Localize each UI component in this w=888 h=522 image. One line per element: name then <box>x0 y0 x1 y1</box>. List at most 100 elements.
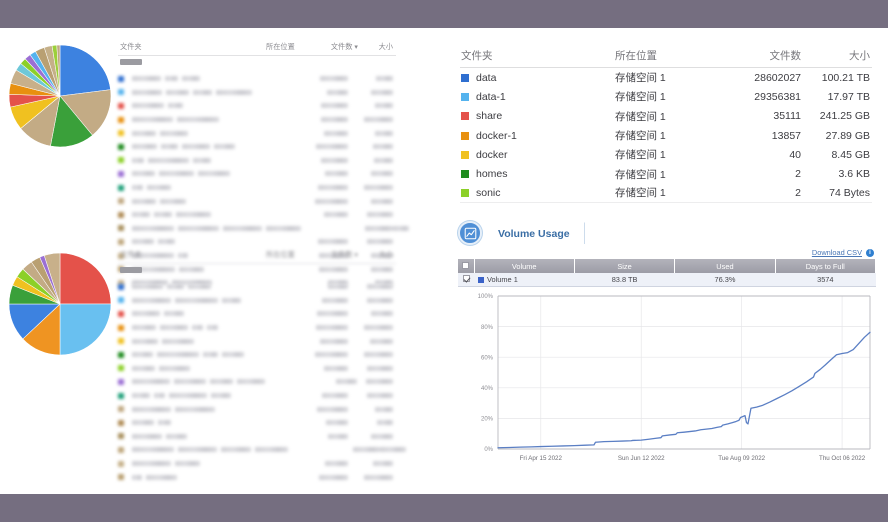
volume-row-size: 83.8 TB <box>574 273 675 287</box>
column-header-count[interactable]: 文件数 ▾ <box>330 41 358 51</box>
pie-slice[interactable] <box>59 89 112 136</box>
volume-row-days-to-full: 3574 <box>775 273 876 287</box>
select-all-checkbox[interactable] <box>462 261 470 269</box>
blurred-table-row[interactable] <box>118 140 396 154</box>
blurred-table-row[interactable] <box>118 167 396 181</box>
volume-usage-widget: Volume Usage Download CSV i Volume Size … <box>458 220 877 287</box>
tab-volume-usage[interactable]: Volume Usage <box>486 222 585 244</box>
folder-table-row[interactable]: homes 存储空间 1 2 3.6 KB <box>460 164 872 183</box>
blurred-table-row[interactable] <box>118 181 396 195</box>
blurred-row-size <box>348 393 396 399</box>
blurred-table-row[interactable] <box>118 362 396 376</box>
volume-col-header-size[interactable]: Size <box>574 259 676 273</box>
folder-table-row[interactable]: docker-1 存储空间 1 13857 27.89 GB <box>460 126 872 145</box>
blurred-row-size <box>348 117 396 123</box>
blurred-table-row[interactable] <box>118 235 396 249</box>
column-header-name[interactable]: 文件夹 <box>120 41 142 51</box>
volume-table-row[interactable]: Volume 1 83.8 TB 76.3% 3574 <box>458 273 876 287</box>
blurred-row-name <box>118 170 256 177</box>
row-color-swatch <box>118 433 124 440</box>
volume-row-select-cell[interactable] <box>458 273 474 287</box>
blurred-table-row[interactable] <box>118 126 396 140</box>
blurred-table-row[interactable] <box>118 321 396 335</box>
blurred-table-row[interactable] <box>118 99 396 113</box>
blurred-table-row[interactable] <box>118 154 396 168</box>
volume-select-all-header[interactable] <box>458 259 475 273</box>
folder-row-count: 28602027 <box>754 71 801 84</box>
blurred-row-size <box>348 198 396 204</box>
blurred-row-name <box>118 365 256 372</box>
folder-table-row[interactable]: share 存储空间 1 35111 241.25 GB <box>460 107 872 126</box>
blurred-table-row[interactable] <box>118 194 396 208</box>
x-axis-tick-label: Fri Apr 15 2022 <box>520 455 563 462</box>
window-chrome-bottom <box>0 494 888 522</box>
blurred-table-row[interactable] <box>118 470 396 484</box>
blurred-table-row[interactable] <box>118 208 396 222</box>
blurred-row-size <box>348 89 396 95</box>
blurred-table-row[interactable] <box>118 276 396 290</box>
column-header-count-2[interactable]: 文件数 ▾ <box>330 249 358 259</box>
folder-table-row[interactable]: data 存储空间 1 28602027 100.21 TB <box>460 68 872 87</box>
blurred-row-name <box>118 419 256 426</box>
blurred-row-count <box>308 89 348 95</box>
blurred-table-row[interactable] <box>118 389 396 403</box>
pie-slice[interactable] <box>56 44 61 97</box>
column-header-location-2[interactable]: 所在位置 <box>266 249 295 259</box>
blurred-table-row[interactable] <box>118 348 396 362</box>
folder-row-location: 存储空间 1 <box>615 130 666 143</box>
blurred-table-row[interactable] <box>118 222 409 236</box>
download-csv-link[interactable]: Download CSV <box>811 248 862 257</box>
blurred-table-row[interactable] <box>118 430 396 444</box>
column-header-name-2[interactable]: 文件夹 <box>120 249 142 259</box>
blurred-table-row[interactable] <box>118 280 396 294</box>
blurred-table-row[interactable] <box>118 416 396 430</box>
content-area: 文件夹 所在位置 文件数 ▾ 大小 文件夹 所在位置 文件数 ▾ 大小 <box>0 28 888 494</box>
volume-color-swatch <box>478 276 484 283</box>
blurred-row-count <box>308 157 348 163</box>
folder-color-swatch <box>461 170 469 179</box>
blurred-table-row[interactable] <box>118 457 396 471</box>
folder-col-header-count[interactable]: 文件数 <box>769 50 802 62</box>
folder-table-row[interactable]: data-1 存储空间 1 29356381 17.97 TB <box>460 87 872 106</box>
column-header-location[interactable]: 所在位置 <box>266 41 295 51</box>
folder-col-header-size[interactable]: 大小 <box>849 50 870 62</box>
blurred-row-name <box>118 238 256 245</box>
row-color-swatch <box>118 283 124 290</box>
info-icon[interactable]: i <box>866 248 874 257</box>
pie-slice[interactable] <box>59 252 112 305</box>
blurred-table-row[interactable] <box>118 443 406 457</box>
blurred-table-row[interactable] <box>118 72 396 86</box>
blurred-row-count <box>317 379 357 385</box>
blurred-table-row[interactable] <box>118 113 396 127</box>
column-header-size-2[interactable]: 大小 <box>378 249 393 259</box>
folder-table-row[interactable]: sonic 存储空间 1 2 74 Bytes <box>460 184 872 204</box>
folder-row-count: 29356381 <box>754 90 801 103</box>
pie-slice[interactable] <box>59 303 112 356</box>
blurred-row-count <box>308 474 348 480</box>
volume-row-checkbox[interactable] <box>462 274 470 282</box>
blurred-row-count <box>308 406 348 412</box>
blurred-table-row[interactable] <box>118 307 396 321</box>
volume-col-header-days-to-full[interactable]: Days to Full <box>775 259 877 273</box>
column-header-size[interactable]: 大小 <box>378 41 393 51</box>
folder-col-header-location[interactable]: 所在位置 <box>615 50 657 62</box>
blurred-table-row[interactable] <box>118 402 396 416</box>
blurred-table-row[interactable] <box>118 294 396 308</box>
pie-slice[interactable] <box>59 44 111 97</box>
blurred-row-name <box>118 474 256 481</box>
folder-row-size: 74 Bytes <box>829 186 870 199</box>
blurred-row-count <box>308 117 348 123</box>
volume-col-header-volume[interactable]: Volume <box>474 259 575 273</box>
blurred-table-row[interactable] <box>118 86 396 100</box>
folder-row-size: 3.6 KB <box>838 168 870 181</box>
blurred-table-row[interactable] <box>118 249 396 263</box>
x-axis-tick-label: Tue Aug 09 2022 <box>718 455 765 462</box>
folder-row-name: homes <box>476 168 508 181</box>
blurred-table-row[interactable] <box>118 334 396 348</box>
blurred-table-row[interactable] <box>118 375 396 389</box>
folder-table-row[interactable]: docker 存储空间 1 40 8.45 GB <box>460 145 872 164</box>
volume-col-header-used[interactable]: Used <box>674 259 776 273</box>
pie-slice[interactable] <box>43 252 61 305</box>
folder-col-header-name[interactable]: 文件夹 <box>461 50 493 62</box>
row-color-swatch <box>118 157 124 164</box>
